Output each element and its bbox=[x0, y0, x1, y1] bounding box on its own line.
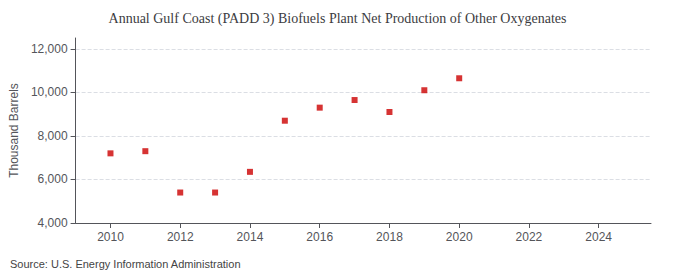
svg-text:Thousand Barrels: Thousand Barrels bbox=[7, 83, 21, 178]
svg-text:2020: 2020 bbox=[446, 230, 473, 244]
svg-text:Annual Gulf Coast (PADD 3) Bio: Annual Gulf Coast (PADD 3) Biofuels Plan… bbox=[109, 11, 567, 27]
svg-text:2018: 2018 bbox=[376, 230, 403, 244]
svg-text:2010: 2010 bbox=[97, 230, 124, 244]
svg-text:10,000: 10,000 bbox=[31, 85, 68, 99]
svg-text:12,000: 12,000 bbox=[31, 42, 68, 56]
svg-text:Source: U.S. Energy Informatio: Source: U.S. Energy Information Administ… bbox=[10, 258, 241, 270]
svg-text:6,000: 6,000 bbox=[38, 172, 68, 186]
svg-text:2016: 2016 bbox=[306, 230, 333, 244]
svg-text:8,000: 8,000 bbox=[38, 129, 68, 143]
svg-text:2012: 2012 bbox=[167, 230, 194, 244]
svg-text:2022: 2022 bbox=[516, 230, 543, 244]
svg-text:2014: 2014 bbox=[237, 230, 264, 244]
svg-text:4,000: 4,000 bbox=[38, 216, 68, 230]
svg-text:2024: 2024 bbox=[585, 230, 612, 244]
